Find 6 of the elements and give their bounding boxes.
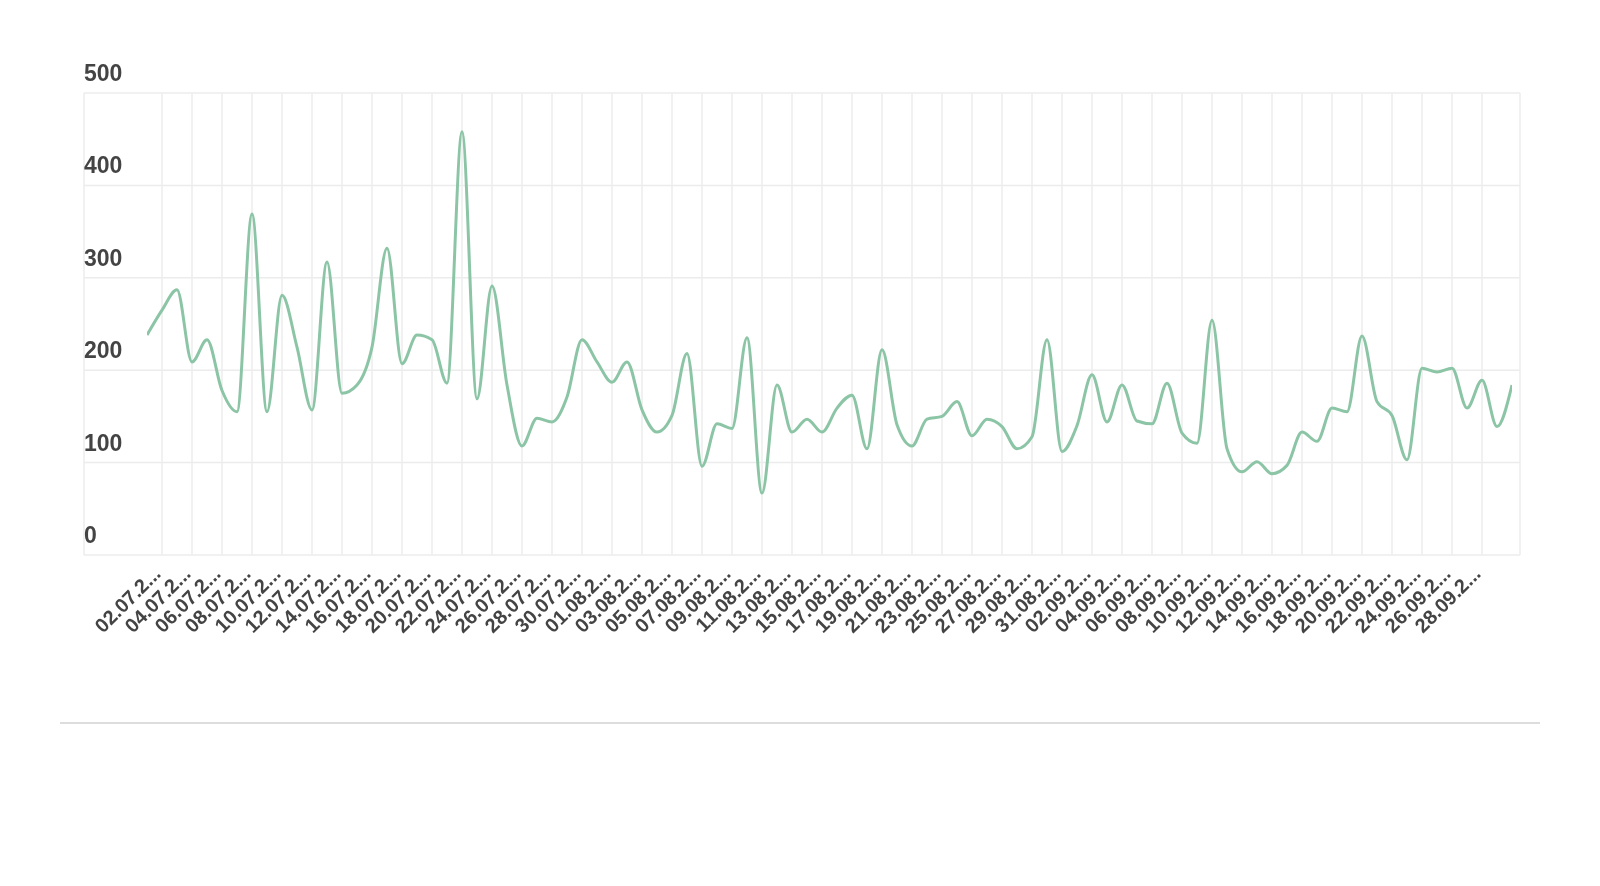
y-tick-label: 100 [84, 429, 123, 456]
y-tick-label: 300 [84, 244, 123, 271]
y-tick-label: 400 [84, 152, 123, 179]
y-tick-label: 0 [84, 522, 97, 548]
y-tick-label: 200 [84, 337, 123, 364]
y-tick-label: 500 [84, 60, 123, 86]
